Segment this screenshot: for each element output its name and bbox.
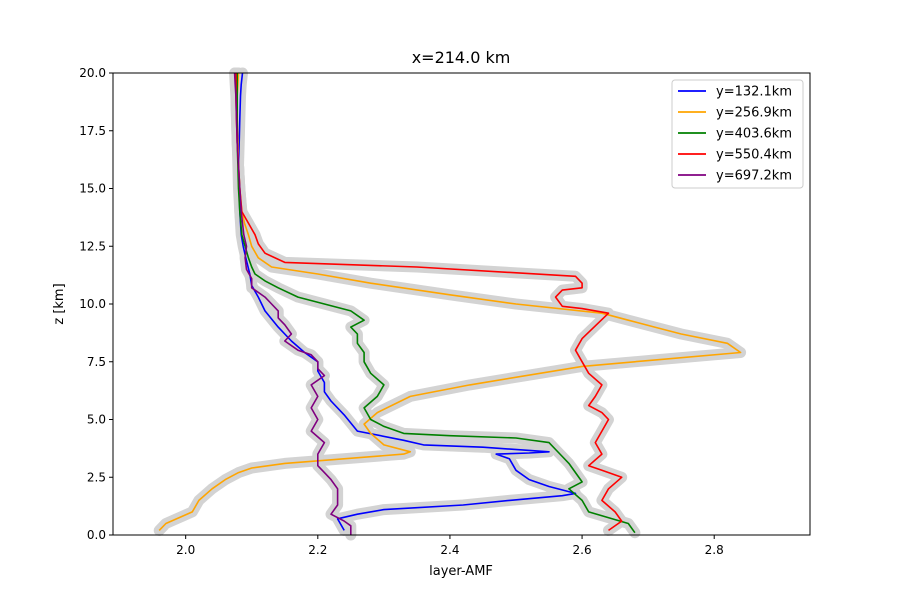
x-tick-label: 2.4 [440,543,459,557]
series-line-3 [236,73,636,534]
x-tick-label: 2.6 [573,543,592,557]
y-tick-label: 5.0 [87,413,106,427]
x-axis-ticks: 2.0 2.2 2.4 2.6 2.8 [176,535,724,557]
y-tick-label: 15.0 [79,182,106,196]
legend: y=132.1km y=256.9km y=403.6km y=550.4km y=69… [671,79,804,189]
legend-label-5: y=697.2km [716,169,792,184]
series-line-5 [233,72,352,535]
y-tick-label: 20.0 [79,66,106,80]
x-tick-label: 2.2 [308,543,327,557]
x-axis-label: layer-AMF [429,564,493,579]
legend-label-2: y=256.9km [716,106,792,121]
legend-box [671,79,804,189]
x-tick-label: 2.0 [176,543,195,557]
y-axis-label: z [km] [52,283,67,324]
legend-label-1: y=132.1km [716,85,792,100]
y-axis-ticks: 0.0 2.5 5.0 7.5 10.0 12.5 15.0 17.5 20.0 [79,66,113,542]
legend-label-3: y=403.6km [716,127,792,142]
legend-items: y=132.1km y=256.9km y=403.6km y=550.4km y=69… [678,85,792,184]
legend-label-4: y=550.4km [716,148,792,163]
y-tick-label: 2.5 [87,470,106,484]
chart-title: x=214.0 km [412,48,511,67]
y-tick-label: 17.5 [79,124,106,138]
y-tick-label: 12.5 [79,239,106,253]
y-tick-label: 7.5 [87,355,106,369]
y-tick-label: 10.0 [79,297,106,311]
series-lines [158,72,742,535]
y-tick-label: 0.0 [87,528,106,542]
x-tick-label: 2.8 [705,543,724,557]
